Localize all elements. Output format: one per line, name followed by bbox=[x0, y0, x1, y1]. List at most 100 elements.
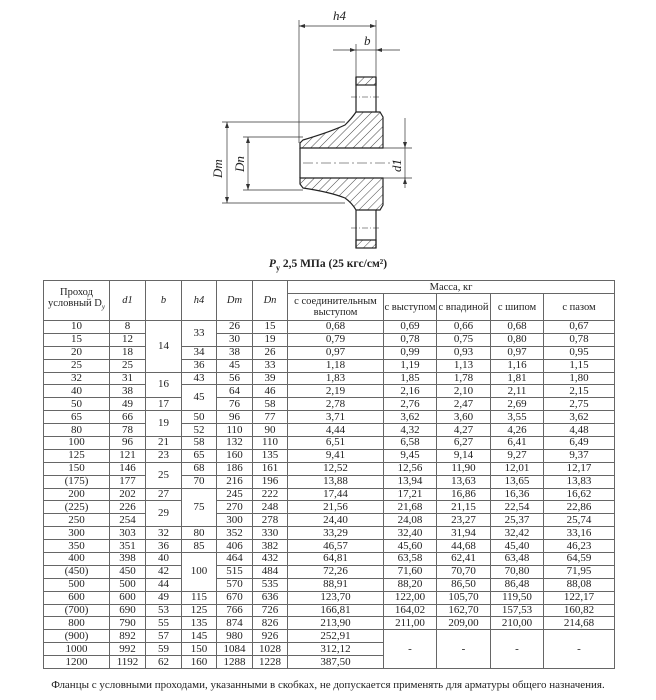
table-cell: 34 bbox=[181, 345, 217, 360]
table-cell: 33 bbox=[252, 358, 288, 373]
pressure-title: Py 2,5 МПа (25 кгс/см²) bbox=[0, 258, 656, 272]
table-cell: 1,78 bbox=[436, 371, 491, 386]
table-cell: 2,69 bbox=[490, 397, 544, 412]
table-cell: 15 bbox=[252, 320, 288, 334]
table-cell: 0,66 bbox=[436, 320, 491, 334]
table-cell: 432 bbox=[252, 552, 288, 566]
table-cell: 26 bbox=[216, 320, 253, 334]
table-row: (700) 690 53 125 766 726 166,81 164,02 162,70 157… bbox=[43, 603, 615, 618]
table-cell: 33,29 bbox=[287, 526, 384, 541]
table-cell: 40 bbox=[43, 384, 110, 399]
table-cell: 45,40 bbox=[490, 539, 544, 554]
table-cell: 13,65 bbox=[490, 474, 544, 489]
table-cell: 122,17 bbox=[543, 590, 615, 605]
table-cell: 12,52 bbox=[287, 461, 384, 476]
table-cell: 6,49 bbox=[543, 436, 615, 450]
table-cell: 0,99 bbox=[383, 345, 437, 360]
table-cell: 10 bbox=[43, 320, 110, 334]
table-cell: - bbox=[543, 629, 615, 670]
table-cell: 1192 bbox=[109, 655, 146, 670]
flange-drawing: h4 b Dm Dn d1 bbox=[210, 8, 412, 249]
table-cell: 64,81 bbox=[287, 552, 384, 566]
table-cell: 96 bbox=[216, 410, 253, 425]
table-cell: 3,55 bbox=[490, 410, 544, 425]
table-cell: 177 bbox=[109, 474, 146, 489]
table-cell: 32 bbox=[43, 371, 110, 386]
table-cell: 14 bbox=[145, 320, 182, 373]
table-cell: 4,26 bbox=[490, 423, 544, 438]
table-cell: 464 bbox=[216, 552, 253, 566]
table-cell: 4,44 bbox=[287, 423, 384, 438]
table-cell: 166,81 bbox=[287, 603, 384, 618]
table-cell: - bbox=[436, 629, 491, 670]
table-cell: 31 bbox=[109, 371, 146, 386]
table-cell: 200 bbox=[43, 487, 110, 502]
table-cell: 0,97 bbox=[287, 345, 384, 360]
label-b: b bbox=[364, 33, 371, 48]
table-cell: 135 bbox=[252, 448, 288, 463]
table-cell: 670 bbox=[216, 590, 253, 605]
table-cell: 45 bbox=[181, 384, 217, 412]
table-cell: 36 bbox=[181, 358, 217, 373]
table-cell: 1084 bbox=[216, 642, 253, 657]
table-cell: 43 bbox=[181, 371, 217, 386]
table-cell: 398 bbox=[109, 552, 146, 566]
table-cell: 63,58 bbox=[383, 552, 437, 566]
table-cell: 17,44 bbox=[287, 487, 384, 502]
table-cell: 26 bbox=[252, 345, 288, 360]
table-cell: 16,86 bbox=[436, 487, 491, 502]
table-cell: 13,83 bbox=[543, 474, 615, 489]
table-cell: 125 bbox=[181, 603, 217, 618]
header-mass-recess: с впадиной bbox=[436, 293, 491, 321]
table-cell: (225) bbox=[43, 500, 110, 515]
table-cell: 135 bbox=[181, 616, 217, 631]
table-cell: 382 bbox=[252, 539, 288, 554]
table-cell: 44 bbox=[145, 577, 182, 592]
table-cell: 3,62 bbox=[543, 410, 615, 425]
table-cell: 65 bbox=[181, 448, 217, 463]
table-cell: 46,57 bbox=[287, 539, 384, 554]
table-cell: 2,78 bbox=[287, 397, 384, 412]
table-row: (225) 226 29 270 248 21,56 21,68 21,15 22,54 22,8… bbox=[43, 500, 615, 528]
hub-upper-section bbox=[299, 111, 384, 149]
table-cell: 33 bbox=[181, 320, 217, 347]
table-cell: 45 bbox=[216, 358, 253, 373]
table-row: 50 49 17 76 58 2,78 2,76 2,47 2,69 2,75 bbox=[43, 397, 615, 412]
table-cell: 250 bbox=[43, 513, 110, 528]
table-cell: 636 bbox=[252, 590, 288, 605]
table-cell: 826 bbox=[252, 616, 288, 631]
header-dn: Dn bbox=[252, 280, 288, 321]
table-cell: 42 bbox=[145, 564, 182, 579]
header-mass-tongue: с шипом bbox=[490, 293, 544, 321]
table-cell: 1228 bbox=[252, 655, 288, 670]
header-dm: Dm bbox=[216, 280, 253, 321]
table-row: 600 600 49 115 670 636 123,70 122,00 105,70 119,5… bbox=[43, 590, 615, 605]
table-cell: 88,08 bbox=[543, 577, 615, 592]
table-cell: 32 bbox=[145, 526, 182, 541]
table-cell: 21 bbox=[145, 436, 182, 450]
table-cell: 24,40 bbox=[287, 513, 384, 528]
table-cell: 406 bbox=[216, 539, 253, 554]
table-cell: 63,48 bbox=[490, 552, 544, 566]
table-cell: 892 bbox=[109, 629, 146, 644]
table-cell: 0,78 bbox=[543, 332, 615, 347]
table-cell: 9,45 bbox=[383, 448, 437, 463]
table-cell: 535 bbox=[252, 577, 288, 592]
header-b: b bbox=[145, 280, 182, 321]
table-cell: 38 bbox=[216, 345, 253, 360]
table-cell: 9,41 bbox=[287, 448, 384, 463]
table-cell: 214,68 bbox=[543, 616, 615, 631]
table-cell: 202 bbox=[109, 487, 146, 502]
table-cell: 110 bbox=[252, 436, 288, 450]
table-cell: 0,80 bbox=[490, 332, 544, 347]
table-cell: 16 bbox=[145, 371, 182, 399]
title-subscript: y bbox=[275, 263, 280, 273]
table-cell: 150 bbox=[181, 642, 217, 657]
footnote: Фланцы с условными проходами, указанными… bbox=[51, 679, 605, 691]
header-mass-protrusion: с выступом bbox=[383, 293, 437, 321]
table-cell: 150 bbox=[43, 461, 110, 476]
table-cell: 330 bbox=[252, 526, 288, 541]
table-row: 25 25 36 45 33 1,18 1,19 1,13 1,16 1,15 bbox=[43, 358, 615, 373]
table-cell: 39 bbox=[252, 371, 288, 386]
table-row: 80 78 52 110 90 4,44 4,32 4,27 4,26 4,48 bbox=[43, 423, 615, 438]
